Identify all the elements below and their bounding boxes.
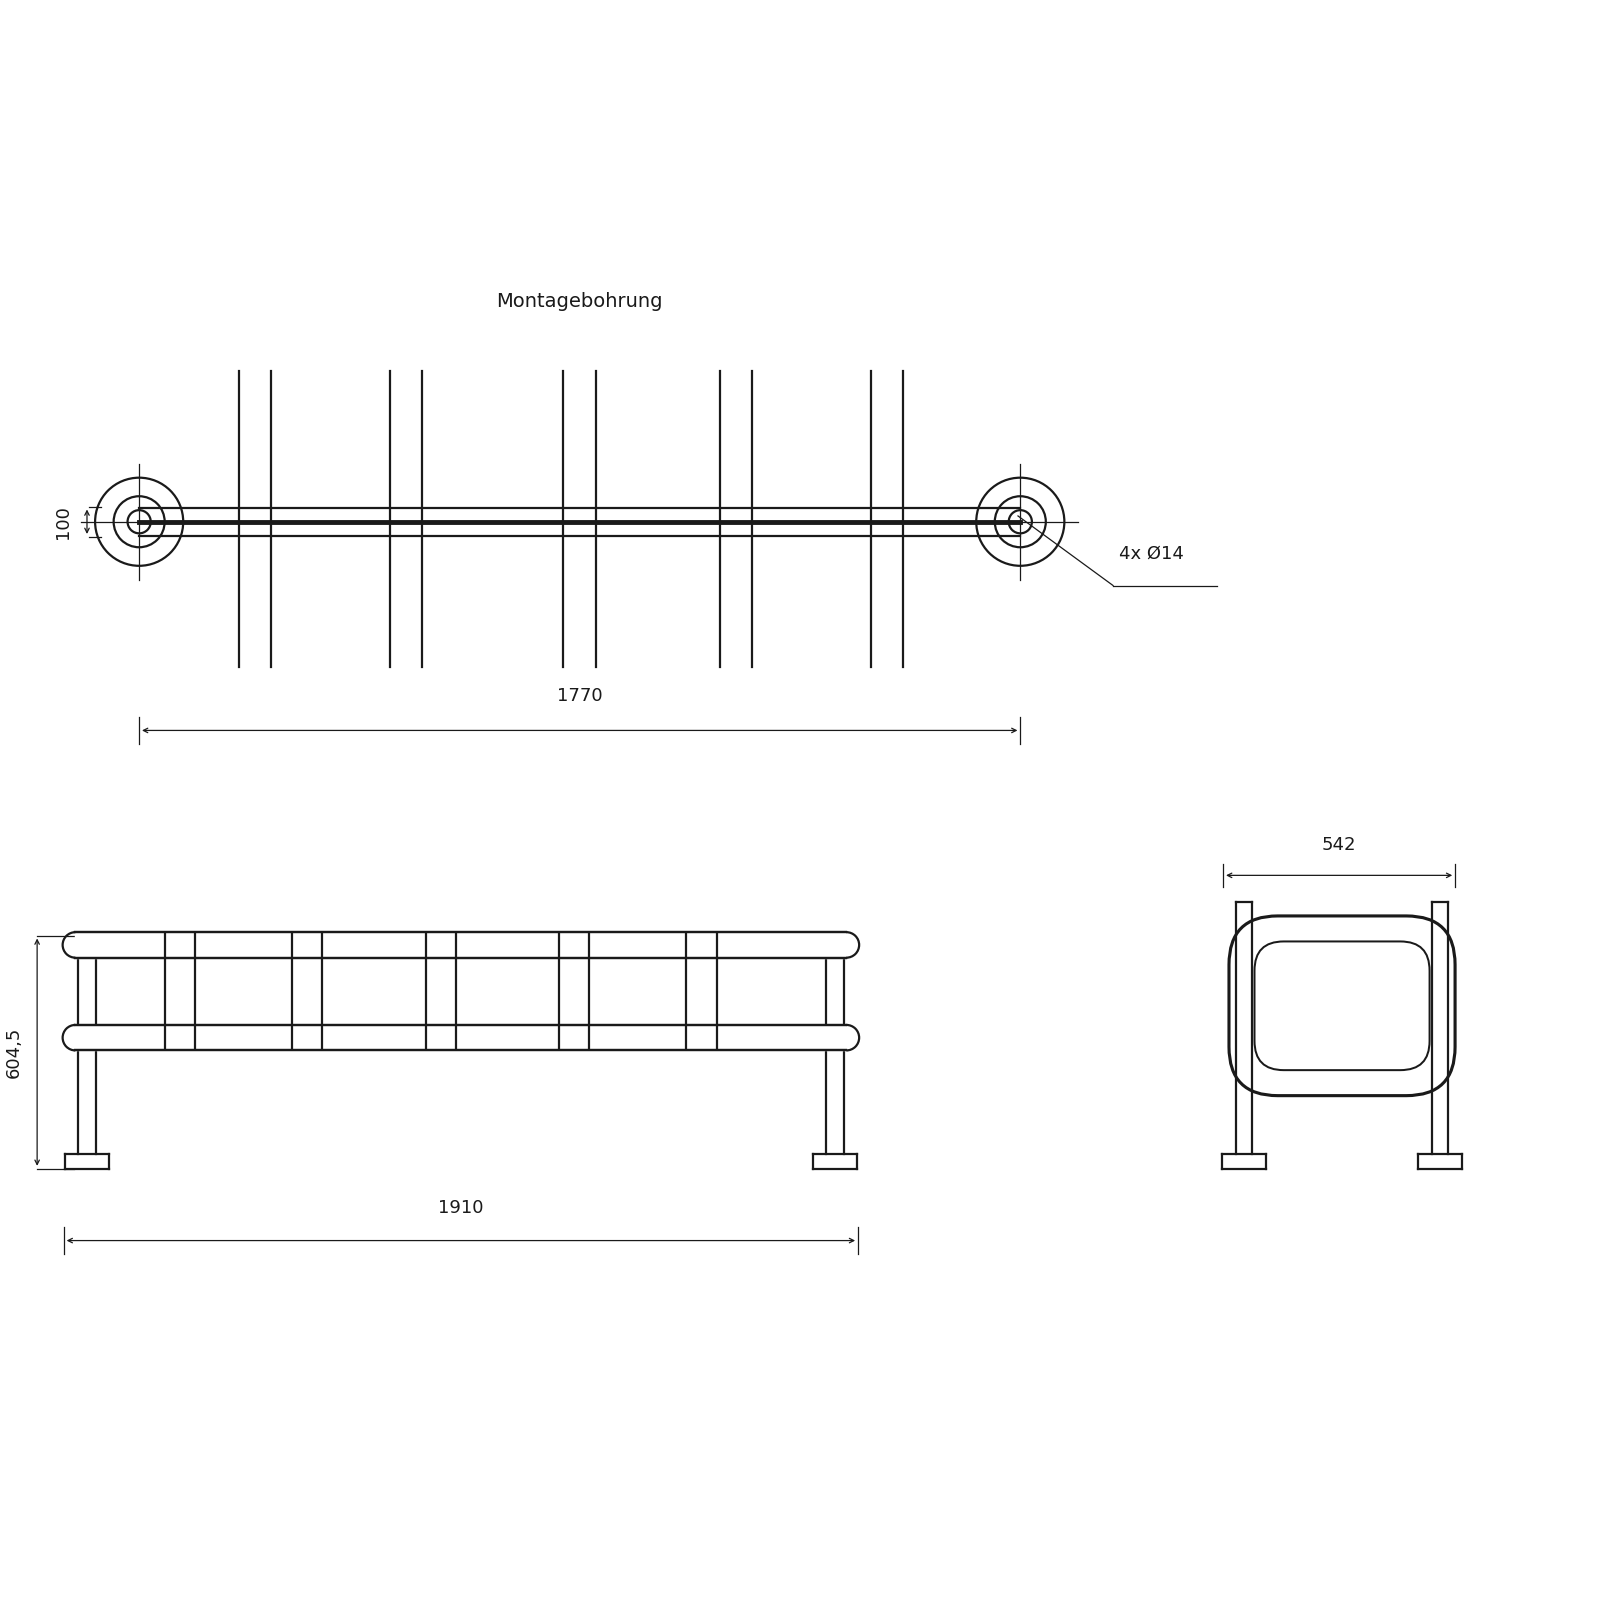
Text: 4x Ø14: 4x Ø14 <box>1118 544 1184 562</box>
Text: Montagebohrung: Montagebohrung <box>496 291 662 310</box>
Text: 100: 100 <box>54 506 72 539</box>
Text: 604,5: 604,5 <box>5 1027 24 1078</box>
Text: 542: 542 <box>1322 837 1357 854</box>
Text: 1910: 1910 <box>438 1200 483 1218</box>
Bar <box>75 933 846 958</box>
Text: 1770: 1770 <box>557 686 603 706</box>
Bar <box>75 1026 846 1051</box>
